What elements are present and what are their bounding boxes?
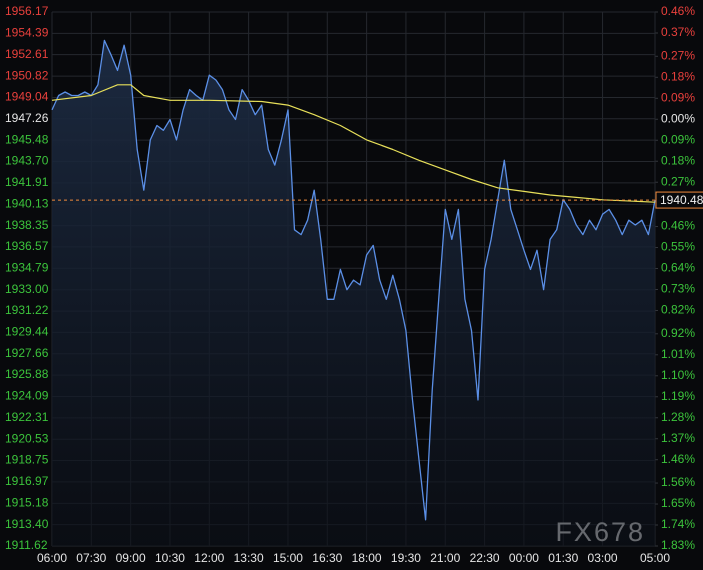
y2-tick-label: 1.83%: [661, 538, 695, 552]
y-tick-label: 1950.82: [5, 68, 49, 82]
y-tick-label: 1924.09: [5, 389, 49, 403]
last-price-label: 1940.48: [660, 193, 703, 207]
x-tick-label: 05:00: [640, 551, 670, 565]
y-tick-label: 1945.48: [5, 132, 49, 146]
y2-tick-label: 0.18%: [661, 69, 695, 83]
y2-tick-label: 0.73%: [661, 282, 695, 296]
x-tick-label: 03:00: [588, 551, 618, 565]
y-tick-label: 1933.00: [5, 282, 49, 296]
y-tick-label: 1941.91: [5, 175, 49, 189]
y-tick-label: 1911.62: [5, 538, 48, 552]
x-tick-label: 10:30: [155, 551, 185, 565]
y2-tick-label: 1.01%: [661, 347, 695, 361]
x-tick-label: 22:30: [470, 551, 500, 565]
y-tick-label: 1943.70: [5, 154, 49, 168]
y2-tick-label: 0.64%: [661, 261, 695, 275]
x-tick-label: 01:30: [548, 551, 578, 565]
y2-tick-label: 0.00%: [661, 111, 695, 125]
y2-tick-label: 1.65%: [661, 496, 695, 510]
y2-tick-label: 1.37%: [661, 431, 695, 445]
y-tick-label: 1949.04: [5, 90, 49, 104]
y-tick-label: 1915.18: [5, 495, 49, 509]
y-tick-label: 1947.26: [5, 111, 49, 125]
y2-tick-label: 0.55%: [661, 240, 695, 254]
y2-tick-label: 0.27%: [661, 48, 695, 62]
y-tick-label: 1920.53: [5, 431, 49, 445]
y-tick-label: 1936.57: [5, 239, 49, 253]
y-tick-label: 1929.44: [5, 325, 49, 339]
y2-tick-label: 1.56%: [661, 475, 695, 489]
x-tick-label: 16:30: [312, 551, 342, 565]
x-tick-label: 07:30: [76, 551, 106, 565]
y-tick-label: 1925.88: [5, 367, 49, 381]
x-tick-label: 12:00: [194, 551, 224, 565]
x-tick-label: 18:00: [352, 551, 382, 565]
price-area: [52, 40, 655, 547]
price-line: [51, 39, 656, 521]
y-tick-label: 1940.13: [5, 196, 49, 210]
x-tick-label: 09:00: [116, 551, 146, 565]
y2-tick-label: 0.09%: [661, 132, 695, 146]
x-tick-label: 00:00: [509, 551, 539, 565]
y2-tick-label: 1.19%: [661, 389, 695, 403]
y-tick-label: 1916.97: [5, 474, 49, 488]
x-tick-label: 13:30: [234, 551, 264, 565]
y2-tick-label: 0.09%: [661, 90, 695, 104]
x-tick-label: 21:00: [430, 551, 460, 565]
y-tick-label: 1934.79: [5, 260, 49, 274]
y2-tick-label: 1.46%: [661, 452, 695, 466]
y-tick-label: 1927.66: [5, 346, 49, 360]
y2-tick-label: 0.92%: [661, 326, 695, 340]
y-tick-label: 1922.31: [5, 410, 49, 424]
x-tick-label: 19:30: [391, 551, 421, 565]
y-tick-label: 1918.75: [5, 453, 49, 467]
y-tick-label: 1954.39: [5, 26, 49, 40]
x-tick-label: 06:00: [37, 551, 67, 565]
y2-tick-label: 0.46%: [661, 4, 695, 18]
x-tick-label: 15:00: [273, 551, 303, 565]
y2-tick-label: 1.28%: [661, 410, 695, 424]
average-line: [51, 84, 656, 203]
y2-tick-label: 0.82%: [661, 303, 695, 317]
y-tick-label: 1956.17: [5, 4, 49, 18]
y-tick-label: 1913.40: [5, 517, 49, 531]
last-price-box: [655, 191, 703, 209]
y-tick-label: 1931.22: [5, 303, 49, 317]
y2-tick-label: 1.74%: [661, 517, 695, 531]
y2-tick-label: 0.37%: [661, 25, 695, 39]
y2-tick-label: 1.10%: [661, 368, 695, 382]
y-tick-label: 1952.61: [5, 47, 49, 61]
y2-tick-label: 0.27%: [661, 174, 695, 188]
y2-tick-label: 0.18%: [661, 153, 695, 167]
y2-tick-label: 0.46%: [661, 219, 695, 233]
y-tick-label: 1938.35: [5, 218, 49, 232]
